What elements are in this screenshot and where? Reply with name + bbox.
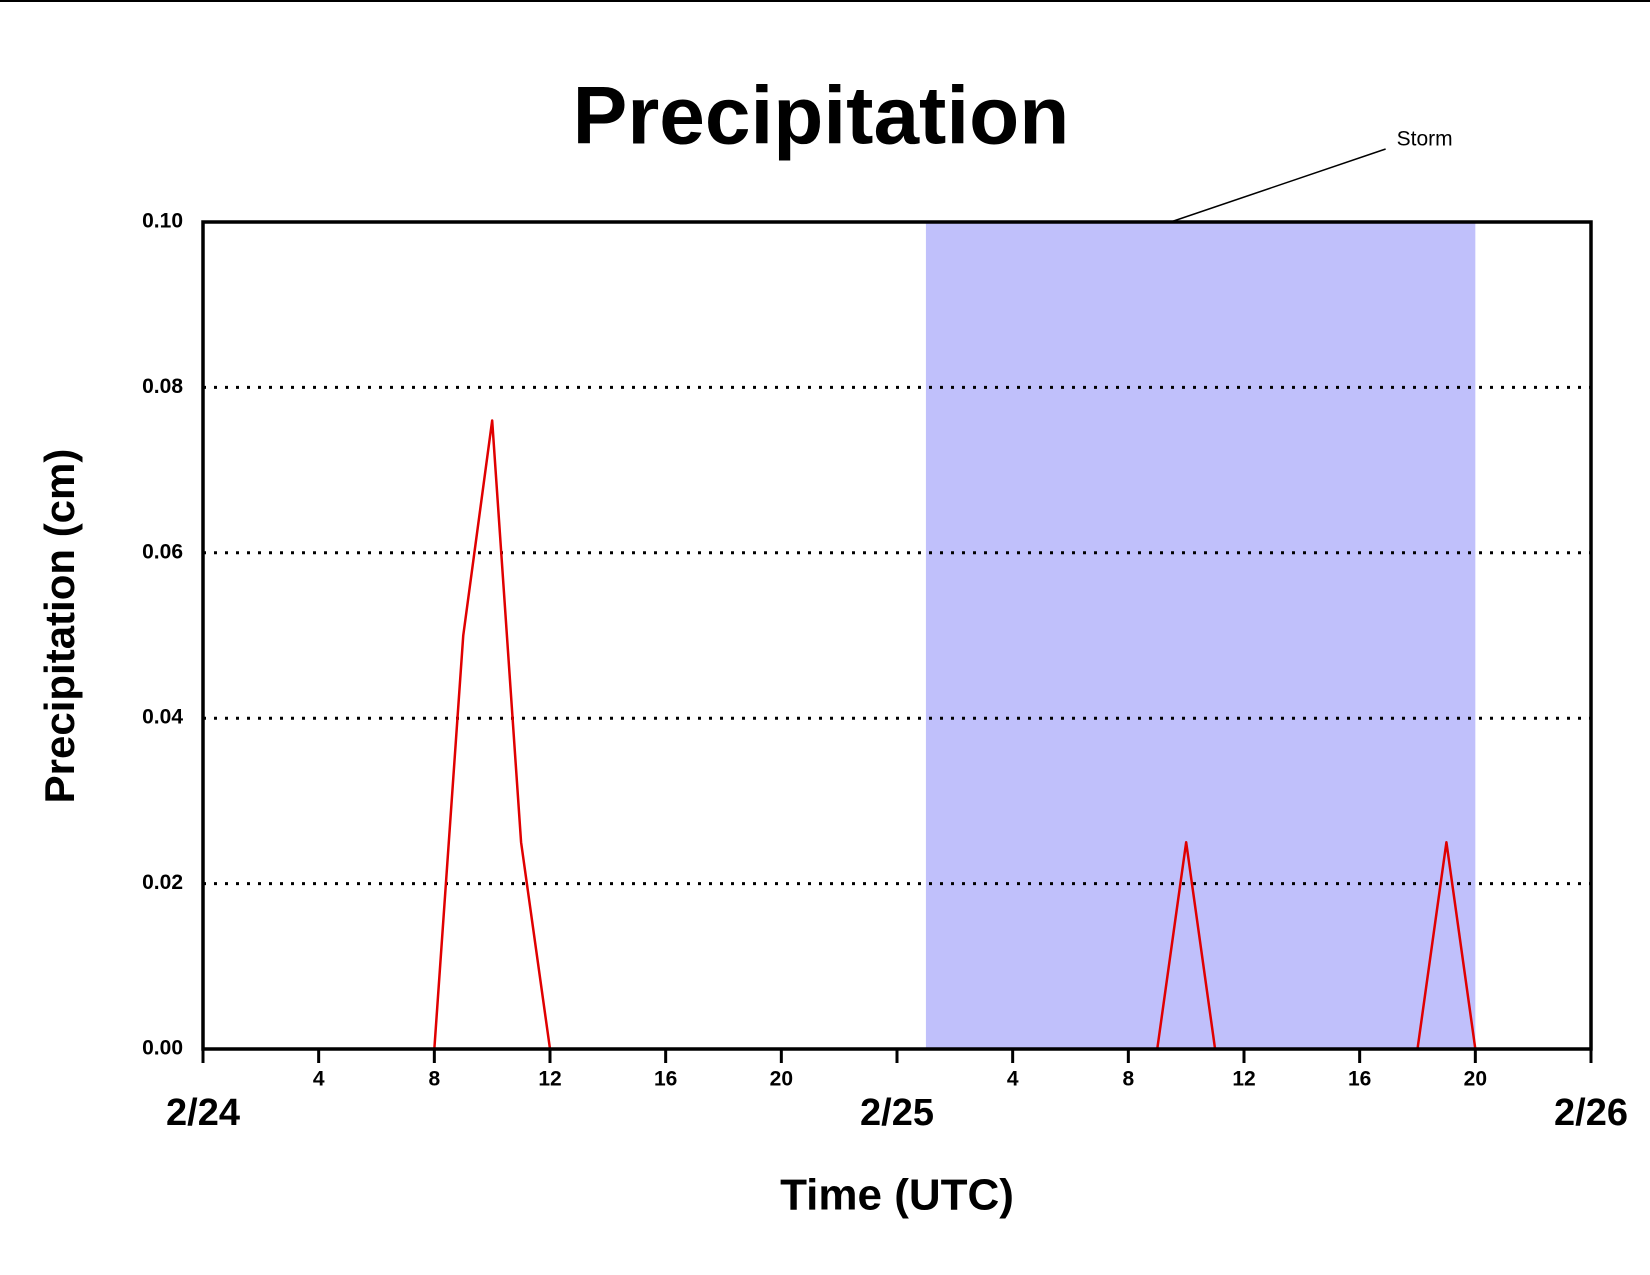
x-tick-label: 12: [1232, 1068, 1255, 1091]
x-axis-label: Time (UTC): [780, 1171, 1014, 1220]
y-tick-label: 0.00: [142, 1037, 183, 1060]
x-tick-label: 4: [313, 1068, 325, 1091]
y-tick-label: 0.04: [142, 706, 183, 729]
y-tick-label: 0.08: [142, 375, 183, 398]
annotation-leader: [1170, 148, 1386, 223]
x-tick-label: 16: [1348, 1068, 1371, 1091]
chart-title: Precipitation: [573, 71, 1070, 162]
y-axis-label: Precipitation (cm): [36, 449, 83, 804]
x-date-label: 2/26: [1554, 1092, 1628, 1134]
x-tick-label: 4: [1007, 1068, 1019, 1091]
x-tick-label: 20: [1464, 1068, 1487, 1091]
y-tick-label: 0.10: [142, 210, 183, 233]
y-tick-label: 0.06: [142, 540, 183, 563]
x-tick-label: 20: [770, 1068, 793, 1091]
x-tick-label: 12: [538, 1068, 561, 1091]
y-tick-label: 0.02: [142, 871, 183, 894]
annotation-label: Storm: [1397, 128, 1453, 151]
x-tick-label: 8: [1122, 1068, 1134, 1091]
storm-region: [925, 222, 1476, 1049]
plot-frame: [201, 220, 1593, 1051]
x-date-label: 2/24: [166, 1092, 240, 1134]
x-tick-label: 16: [654, 1068, 677, 1091]
x-tick-label: 8: [428, 1068, 440, 1091]
x-date-label: 2/25: [860, 1092, 934, 1134]
